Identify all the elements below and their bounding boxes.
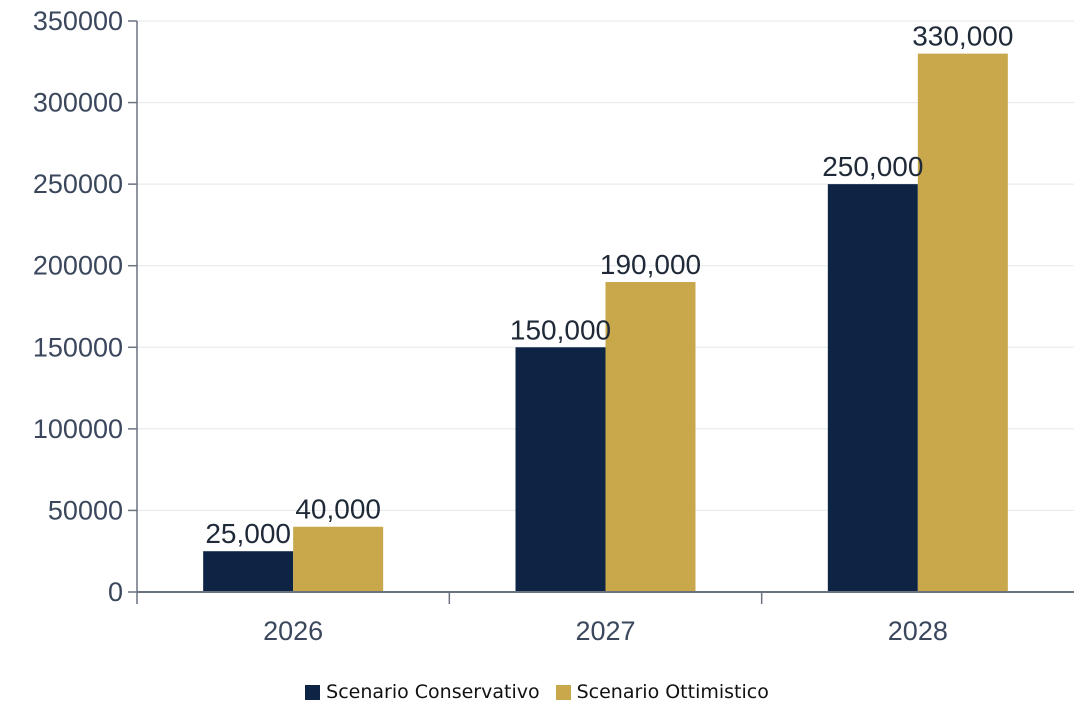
y-tick-label: 0 [108, 577, 123, 607]
y-tick-label: 350000 [33, 6, 123, 36]
y-tick-label: 100000 [33, 414, 123, 444]
y-tick-label: 300000 [33, 88, 123, 118]
legend-label-conservativo: Scenario Conservativo [326, 681, 540, 703]
bars-layer [203, 53, 1008, 593]
x-tick-label: 2028 [888, 616, 948, 646]
data-label: 330,000 [912, 21, 1013, 52]
bar [827, 184, 918, 592]
bar [293, 526, 384, 592]
data-label: 250,000 [822, 151, 923, 182]
y-tick-label: 200000 [33, 251, 123, 281]
legend-item-conservativo: Scenario Conservativo [305, 681, 540, 703]
data-label: 150,000 [510, 314, 611, 345]
data-label: 190,000 [600, 249, 701, 280]
x-tick-label: 2027 [575, 616, 635, 646]
labels-layer: 0 50000 100000 150000 200000 250000 300000 3500… [33, 6, 1014, 646]
bar [515, 347, 606, 592]
legend-label-ottimistico: Scenario Ottimistico [576, 681, 769, 703]
legend-swatch-ottimistico [555, 684, 571, 700]
data-label: 40,000 [295, 494, 381, 525]
x-tick-label: 2026 [263, 616, 323, 646]
y-tick-label: 50000 [48, 495, 123, 525]
y-tick-label: 250000 [33, 169, 123, 199]
bar [605, 282, 696, 592]
y-tick-label: 150000 [33, 332, 123, 362]
legend-item-ottimistico: Scenario Ottimistico [555, 681, 769, 703]
bar [917, 53, 1008, 593]
legend-swatch-conservativo [305, 684, 321, 700]
data-label: 25,000 [205, 518, 291, 549]
axis-layer [128, 20, 1074, 604]
bar [203, 551, 294, 592]
legend: Scenario Conservativo Scenario Ottimisti… [0, 681, 1074, 703]
